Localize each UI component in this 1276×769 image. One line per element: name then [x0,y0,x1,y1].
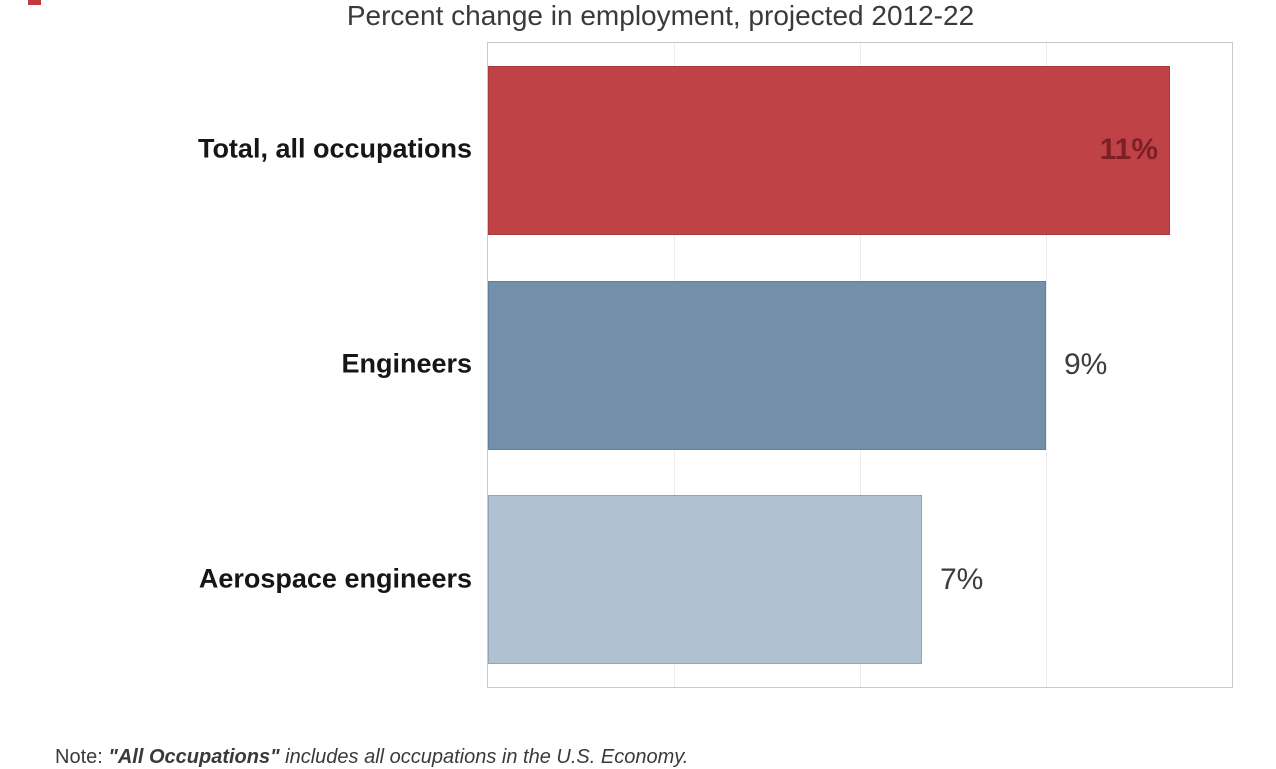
footnote-term: "All Occupations" [108,746,280,768]
bar-1 [488,65,1170,235]
category-label-3: Aerospace engineers [198,563,472,594]
page-edge-fragment [28,0,41,5]
value-label-2: 9% [1064,348,1108,381]
footnote-prefix: Note: [55,746,109,768]
category-label-2: Engineers [341,348,472,379]
category-label-1: Total, all occupations [197,133,472,164]
value-label-1: 11% [1099,133,1158,167]
footnote: Note: "All Occupations" includes all occ… [55,746,688,769]
footnote-rest: includes all occupations in the U.S. Eco… [279,746,689,768]
chart-title: Percent change in employment, projected … [346,0,975,31]
bar-2 [488,280,1046,450]
gridline-x-9 [1046,43,1047,687]
plot-area: 11% 9% 7% [487,42,1233,688]
bar-3 [488,495,922,665]
value-label-3: 7% [940,562,984,596]
